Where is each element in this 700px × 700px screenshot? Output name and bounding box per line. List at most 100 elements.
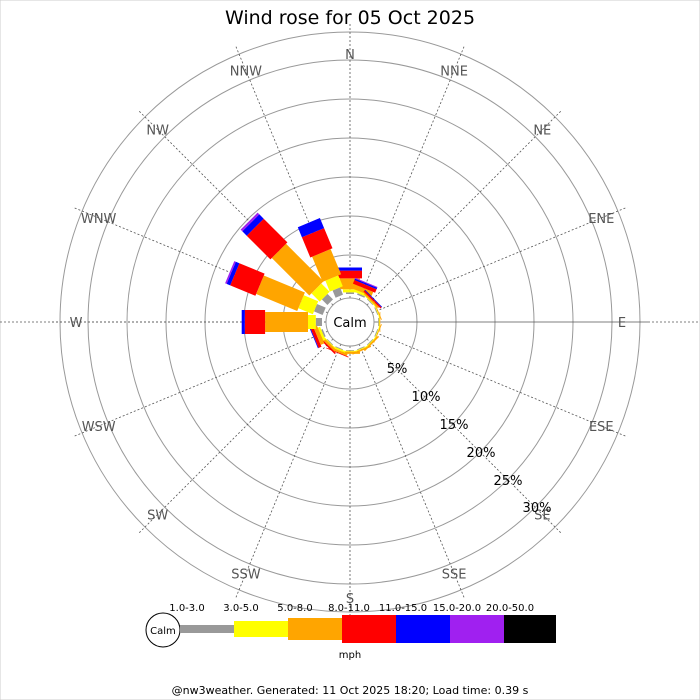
percent-label: 30% — [523, 501, 552, 516]
legend-label-0: 1.0-3.0 — [169, 603, 204, 614]
bar-nw-bin-4 — [242, 214, 264, 236]
legend-swatch-3 — [342, 615, 396, 643]
bar-w-bin-1 — [308, 315, 316, 329]
calm-label: Calm — [333, 316, 366, 331]
bar-wsw-bin-2 — [313, 325, 325, 345]
wind-bars — [225, 212, 383, 358]
bar-nne-bin-4 — [354, 278, 378, 290]
bar-e-bin-0 — [378, 318, 379, 326]
legend-label-6: 20.0-50.0 — [486, 603, 534, 614]
bar-nne-bin-0 — [357, 293, 365, 298]
bar-se-bin-1 — [365, 337, 376, 348]
bar-nnw-bin-4 — [297, 218, 325, 238]
bar-sse-bin-0 — [357, 346, 365, 351]
direction-label-sw: SW — [147, 508, 168, 523]
bar-wsw-bin-3 — [309, 324, 322, 348]
percent-label: 5% — [387, 362, 408, 377]
direction-label-ne: NE — [533, 124, 551, 139]
bar-n-bin-4 — [338, 267, 362, 271]
direction-label-nnw: NNW — [230, 65, 262, 80]
bar-se-bin-0 — [367, 339, 374, 346]
bar-w-bin-4 — [241, 310, 245, 334]
spoke-se — [349, 321, 563, 535]
bar-sse-bin-1 — [354, 345, 368, 352]
bar-w-bin-0 — [315, 318, 322, 326]
bar-n-bin-1 — [343, 289, 357, 293]
bar-w-bin-3 — [244, 310, 266, 334]
bar-sw-bin-0 — [326, 339, 333, 346]
spoke-ne — [349, 109, 563, 323]
bar-wnw-bin-3 — [230, 263, 265, 296]
bar-wnw-bin-1 — [298, 295, 319, 315]
direction-label-nne: NNE — [440, 65, 468, 80]
bar-ssw-bin-0 — [335, 346, 343, 351]
bar-nw-bin-1 — [311, 283, 330, 302]
bar-nnw-bin-2 — [312, 249, 342, 282]
bar-ne-bin-0 — [367, 298, 374, 305]
footer-text: @nw3weather. Generated: 11 Oct 2025 18:2… — [172, 684, 529, 697]
bar-nw-bin-0 — [321, 293, 333, 305]
calm-circle: Calm — [325, 297, 375, 347]
chart-title: Wind rose for 05 Oct 2025 — [225, 7, 475, 29]
bar-ne-bin-4 — [364, 289, 383, 308]
legend-swatch-1 — [234, 621, 288, 637]
percent-label: 25% — [494, 474, 523, 489]
percent-label: 20% — [467, 446, 496, 461]
direction-label-nw: NW — [146, 124, 169, 139]
bar-wnw-bin-2 — [256, 275, 305, 311]
bar-wnw-bin-4 — [226, 261, 240, 286]
direction-label-w: W — [70, 316, 83, 331]
bar-e-bin-1 — [378, 315, 380, 329]
bar-ene-bin-1 — [373, 304, 380, 318]
bar-ene-bin-0 — [374, 307, 379, 315]
bar-nnw-bin-1 — [325, 275, 343, 292]
direction-label-e: E — [618, 316, 626, 331]
direction-label-n: N — [345, 48, 355, 63]
legend-label-4: 11.0-15.0 — [379, 603, 427, 614]
bar-sw-bin-1 — [324, 337, 335, 348]
legend-label-5: 15.0-20.0 — [433, 603, 481, 614]
bar-nne-bin-5 — [355, 277, 378, 288]
bar-wnw-bin-5 — [225, 261, 236, 284]
speed-legend: Calm 1.0-3.0 3.0-5.0 5.0-8.0 8.0-11.0 11.0-1… — [145, 603, 556, 661]
bar-s-bin-1 — [343, 350, 357, 352]
bar-wsw-bin-4 — [308, 325, 319, 349]
legend-swatch-2 — [288, 618, 342, 640]
direction-label-ssw: SSW — [231, 567, 261, 582]
bar-nnw-bin-0 — [332, 287, 343, 298]
legend-label-1: 3.0-5.0 — [223, 603, 258, 614]
direction-label-sse: SSE — [442, 567, 467, 582]
bar-nw-bin-5 — [240, 212, 260, 232]
legend-swatch-6 — [504, 615, 556, 643]
legend-swatch-0 — [180, 625, 234, 633]
direction-label-wnw: WNW — [81, 212, 117, 227]
legend-label-3: 8.0-11.0 — [328, 603, 370, 614]
bar-nne-bin-3 — [352, 280, 377, 293]
bar-nw-bin-2 — [271, 243, 324, 296]
legend-calm-label: Calm — [150, 626, 176, 637]
legend-unit: mph — [339, 650, 361, 661]
percent-label: 15% — [440, 418, 469, 433]
bar-wnw-bin-0 — [314, 304, 326, 315]
direction-labels: N NNE NE ENE E ESE SE SSE S SSW SW WSW W WNW NW NNW — [70, 48, 627, 607]
spoke-sw — [137, 321, 351, 535]
bar-s-bin-0 — [346, 350, 354, 351]
legend-label-2: 5.0-8.0 — [277, 603, 312, 614]
bar-nw-bin-3 — [246, 218, 288, 260]
direction-label-s: S — [346, 592, 354, 607]
bar-nne-bin-1 — [354, 289, 369, 298]
bar-ssw-bin-1 — [331, 345, 346, 353]
direction-label-ene: ENE — [588, 212, 614, 227]
percent-label: 10% — [412, 390, 441, 405]
bar-wsw-bin-1 — [317, 326, 326, 341]
direction-label-ese: ESE — [589, 420, 614, 435]
bar-ese-bin-1 — [373, 326, 380, 340]
direction-label-wsw: WSW — [82, 420, 116, 435]
percent-labels: 5% 10% 15% 20% 25%30% — [387, 362, 552, 516]
bar-wsw-bin-0 — [321, 329, 326, 337]
bar-n-bin-0 — [346, 292, 354, 294]
legend-swatch-5 — [450, 615, 504, 643]
bar-ne-bin-3 — [363, 290, 382, 309]
bar-w-bin-2 — [265, 312, 308, 332]
